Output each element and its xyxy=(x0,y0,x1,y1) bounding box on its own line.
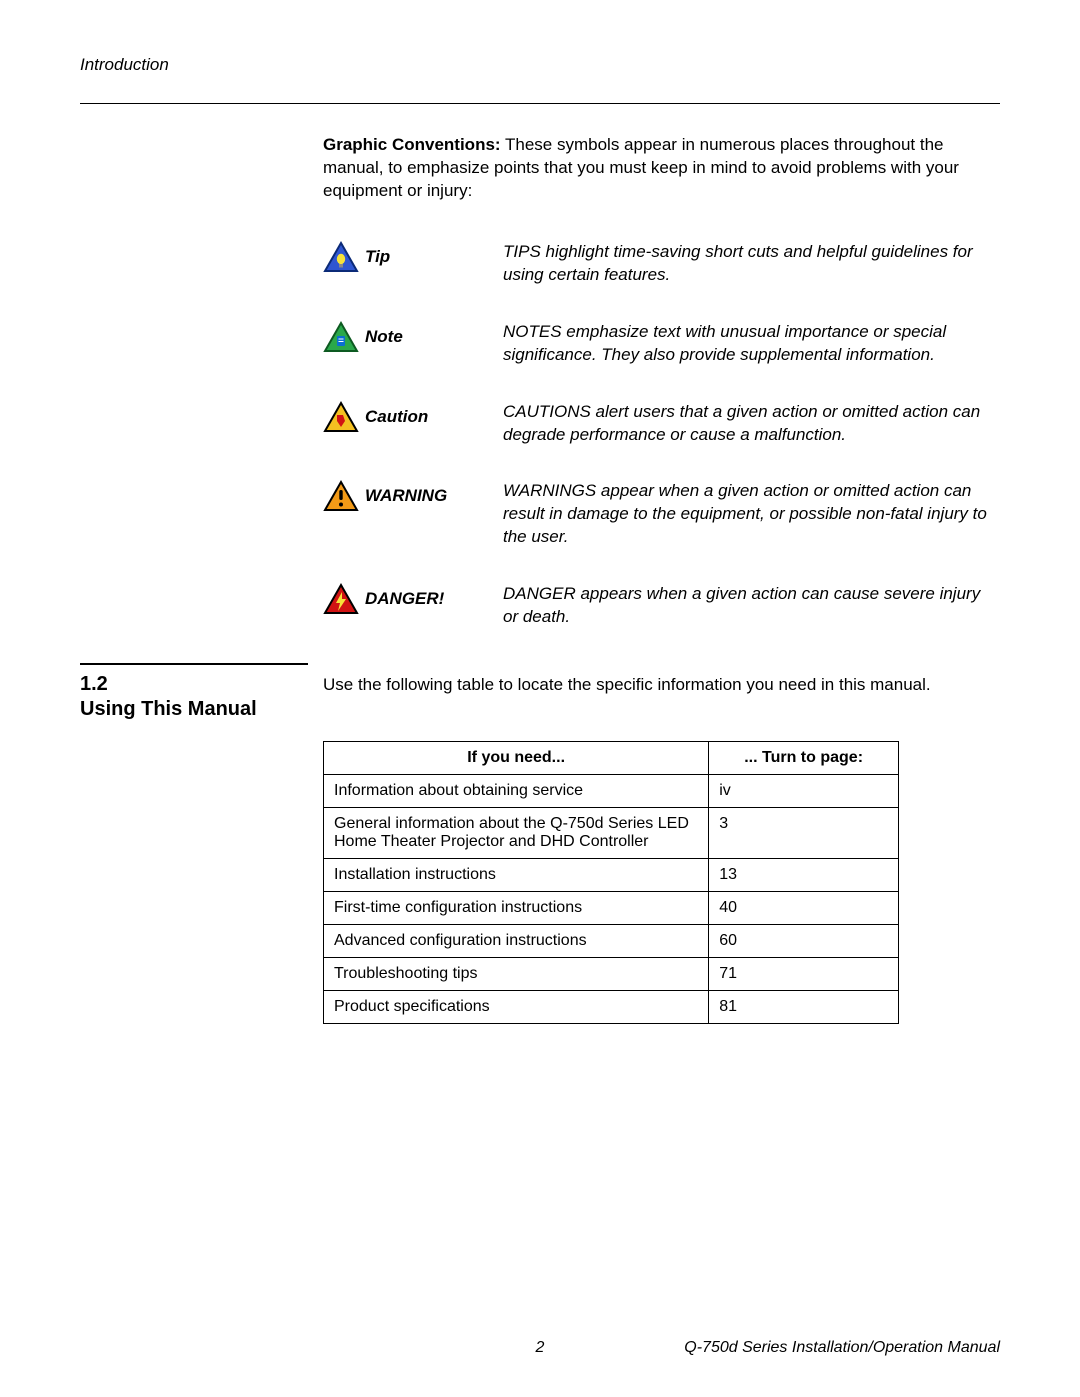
graphic-conventions-intro: Graphic Conventions: These symbols appea… xyxy=(323,134,1000,203)
section-rule xyxy=(80,663,308,665)
header-section-label: Introduction xyxy=(80,55,1000,75)
conventions-list: Tip TIPS highlight time-saving short cut… xyxy=(323,241,1000,629)
tip-label: Tip xyxy=(365,247,390,267)
section-number: 1.2 xyxy=(80,673,323,696)
table-body: Information about obtaining serviceiv Ge… xyxy=(324,775,899,1024)
table-row: Advanced configuration instructions60 xyxy=(324,925,899,958)
table-row: Troubleshooting tips71 xyxy=(324,958,899,991)
convention-row-tip: Tip TIPS highlight time-saving short cut… xyxy=(323,241,1000,287)
tip-description: TIPS highlight time-saving short cuts an… xyxy=(503,241,1000,287)
table-row: General information about the Q-750d Ser… xyxy=(324,808,899,859)
page-footer: 2 Q-750d Series Installation/Operation M… xyxy=(80,1339,1000,1357)
warning-icon xyxy=(323,480,359,512)
note-label: Note xyxy=(365,327,403,347)
tip-icon xyxy=(323,241,359,273)
convention-row-caution: Caution CAUTIONS alert users that a give… xyxy=(323,401,1000,447)
caution-label: Caution xyxy=(365,407,428,427)
danger-description: DANGER appears when a given action can c… xyxy=(503,583,1000,629)
table-header-need: If you need... xyxy=(324,742,709,775)
intro-lead: Graphic Conventions: xyxy=(323,135,501,154)
note-description: NOTES emphasize text with unusual import… xyxy=(503,321,1000,367)
header-rule xyxy=(80,103,1000,104)
footer-page-number: 2 xyxy=(536,1339,545,1357)
table-row: First-time configuration instructions40 xyxy=(324,892,899,925)
section-title: Using This Manual xyxy=(80,698,323,721)
navigation-table: If you need... ... Turn to page: Informa… xyxy=(323,741,899,1024)
warning-description: WARNINGS appear when a given action or o… xyxy=(503,480,1000,549)
table-row: Installation instructions13 xyxy=(324,859,899,892)
table-row: Information about obtaining serviceiv xyxy=(324,775,899,808)
caution-description: CAUTIONS alert users that a given action… xyxy=(503,401,1000,447)
footer-doc-title: Q-750d Series Installation/Operation Man… xyxy=(684,1339,1000,1357)
section-lead-text: Use the following table to locate the sp… xyxy=(323,673,931,697)
table-row: Product specifications81 xyxy=(324,991,899,1024)
danger-label: DANGER! xyxy=(365,589,444,609)
note-icon xyxy=(323,321,359,353)
danger-icon xyxy=(323,583,359,615)
warning-label: WARNING xyxy=(365,486,447,506)
table-header-page: ... Turn to page: xyxy=(709,742,899,775)
convention-row-note: Note NOTES emphasize text with unusual i… xyxy=(323,321,1000,367)
caution-icon xyxy=(323,401,359,433)
convention-row-warning: WARNING WARNINGS appear when a given act… xyxy=(323,480,1000,549)
convention-row-danger: DANGER! DANGER appears when a given acti… xyxy=(323,583,1000,629)
